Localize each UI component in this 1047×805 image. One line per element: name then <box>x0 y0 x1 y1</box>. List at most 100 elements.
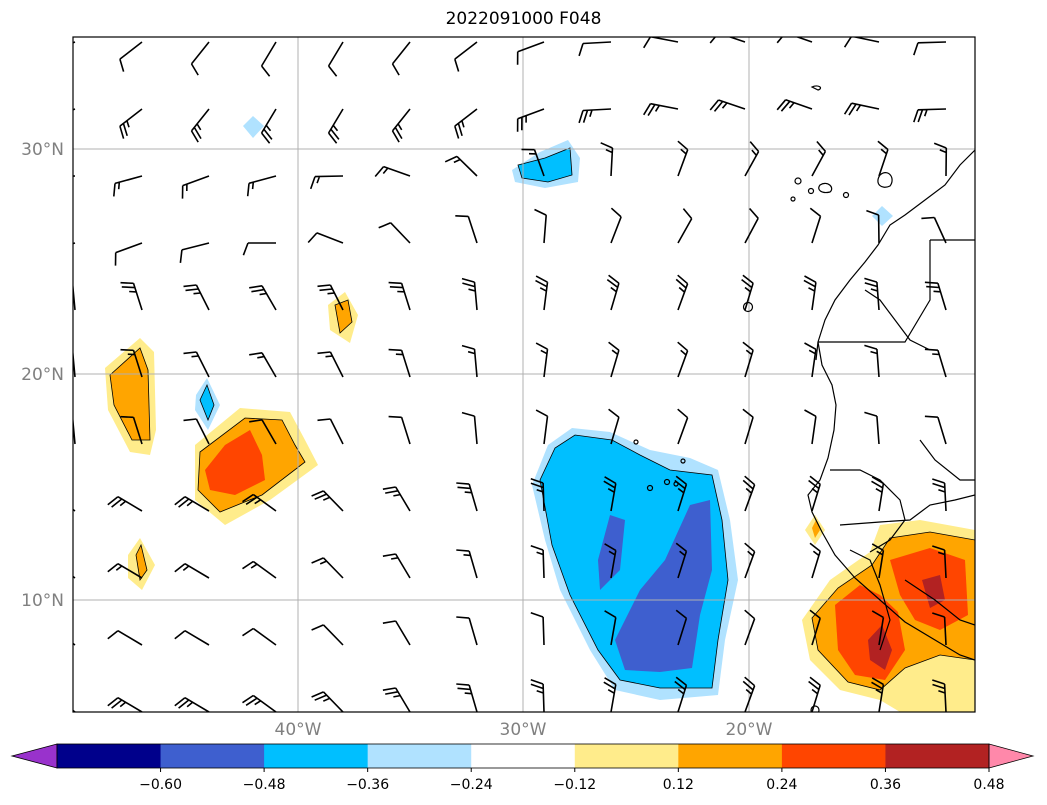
wind-barb <box>179 242 210 263</box>
wind-barb <box>608 408 620 445</box>
wind-barb <box>120 415 143 445</box>
wind-barb <box>382 486 411 512</box>
wind-barb <box>73 416 76 445</box>
lon-label-20w: 20°W <box>726 720 773 740</box>
wind-barb <box>242 242 276 256</box>
wind-barb <box>242 560 277 579</box>
wind-barb <box>535 342 549 378</box>
wind-barb <box>311 624 344 646</box>
wind-barb <box>382 553 411 579</box>
wind-barb <box>174 697 210 712</box>
lon-label-30w: 30°W <box>500 720 547 740</box>
wind-barb <box>107 563 143 579</box>
wind-barb <box>604 610 617 646</box>
wind-barb <box>382 687 411 712</box>
wind-barb <box>864 344 880 378</box>
wind-barb <box>119 108 143 139</box>
wind-barb <box>73 108 76 111</box>
wind-barb <box>741 274 754 311</box>
wind-barb <box>327 41 344 77</box>
wind-barb <box>521 148 545 177</box>
wind-barb <box>174 496 210 512</box>
wind-barb <box>921 216 947 244</box>
wind-barb <box>113 175 143 197</box>
colorbar-tick-label: −0.48 <box>243 777 286 793</box>
colorbar-swatch <box>781 744 886 768</box>
wind-barb <box>107 697 143 712</box>
wind-barb <box>744 609 756 646</box>
wind-barb <box>174 630 210 646</box>
wind-barb <box>119 41 143 72</box>
wind-barb <box>606 274 620 311</box>
colorbar-tick-label: −0.36 <box>346 777 389 793</box>
wind-barb <box>444 155 478 177</box>
colorbar-tick-label: 0.48 <box>973 777 1004 793</box>
wind-barb <box>183 284 210 311</box>
colorbar-tick-label: 0.12 <box>663 777 694 793</box>
lat-label-20n: 20°N <box>21 365 64 385</box>
wind-barb <box>924 348 947 378</box>
wind-barb <box>246 175 277 197</box>
wind-barb <box>871 476 885 512</box>
colorbar-swatch <box>471 744 576 768</box>
wind-barb <box>374 165 411 178</box>
wind-barb <box>461 277 478 311</box>
colorbar-tick-label: −0.24 <box>450 777 493 793</box>
colorbar-tick-label: 0.24 <box>766 777 797 793</box>
wind-barb <box>913 108 947 123</box>
wind-barb <box>776 99 813 112</box>
wind-barb <box>808 676 821 712</box>
wind-barb <box>677 208 693 244</box>
colorbar: −0.60 −0.48 −0.36 −0.24 −0.12 0.12 0.24 0.36 0.4… <box>10 743 1035 793</box>
wind-barb <box>933 142 948 177</box>
wind-barb <box>317 418 344 445</box>
wind-barb <box>242 694 277 712</box>
wind-barb <box>454 108 478 139</box>
wind-barb <box>249 352 277 378</box>
wind-barb <box>742 475 756 512</box>
wind-barb <box>73 642 76 646</box>
wind-barb <box>311 557 344 579</box>
wind-barb <box>610 207 622 244</box>
wind-barb <box>924 281 947 311</box>
wind-barb <box>181 175 210 199</box>
wind-barb <box>309 175 344 190</box>
wind-barb <box>461 344 478 378</box>
wind-barb <box>249 419 277 445</box>
lat-label-30n: 30°N <box>21 140 64 160</box>
shaded-anomaly-field <box>105 116 975 712</box>
wind-barb <box>600 142 614 177</box>
wind-barb <box>190 41 210 76</box>
wind-barb <box>73 242 76 245</box>
wind-barb <box>516 41 545 65</box>
wind-barb <box>871 543 885 579</box>
wind-barb <box>120 348 143 378</box>
wind-barb <box>677 140 689 177</box>
wind-barb <box>871 677 885 712</box>
wind-barb <box>260 108 277 144</box>
wind-barb <box>932 545 947 579</box>
wind-barb <box>877 140 889 177</box>
wind-barb <box>913 41 947 56</box>
wind-barb <box>242 627 277 646</box>
wind-barb <box>73 282 76 311</box>
wind-barb <box>675 274 689 311</box>
wind-barb <box>73 575 76 579</box>
wind-barb <box>932 612 947 646</box>
wind-barb <box>107 630 143 646</box>
wind-barb <box>742 676 756 712</box>
wind-barb <box>120 281 143 311</box>
wind-barb <box>107 496 143 512</box>
wind-barb <box>73 349 76 378</box>
colorbar-swatch <box>885 744 990 768</box>
wind-barb <box>530 612 545 646</box>
wind-barb <box>456 683 478 712</box>
wind-barb <box>260 41 277 77</box>
wind-barb <box>643 102 679 117</box>
wind-barb <box>709 99 746 112</box>
wind-barb <box>811 140 827 177</box>
wind-barb <box>114 242 143 266</box>
colorbar-frame <box>56 743 990 769</box>
wind-barb <box>604 543 617 579</box>
